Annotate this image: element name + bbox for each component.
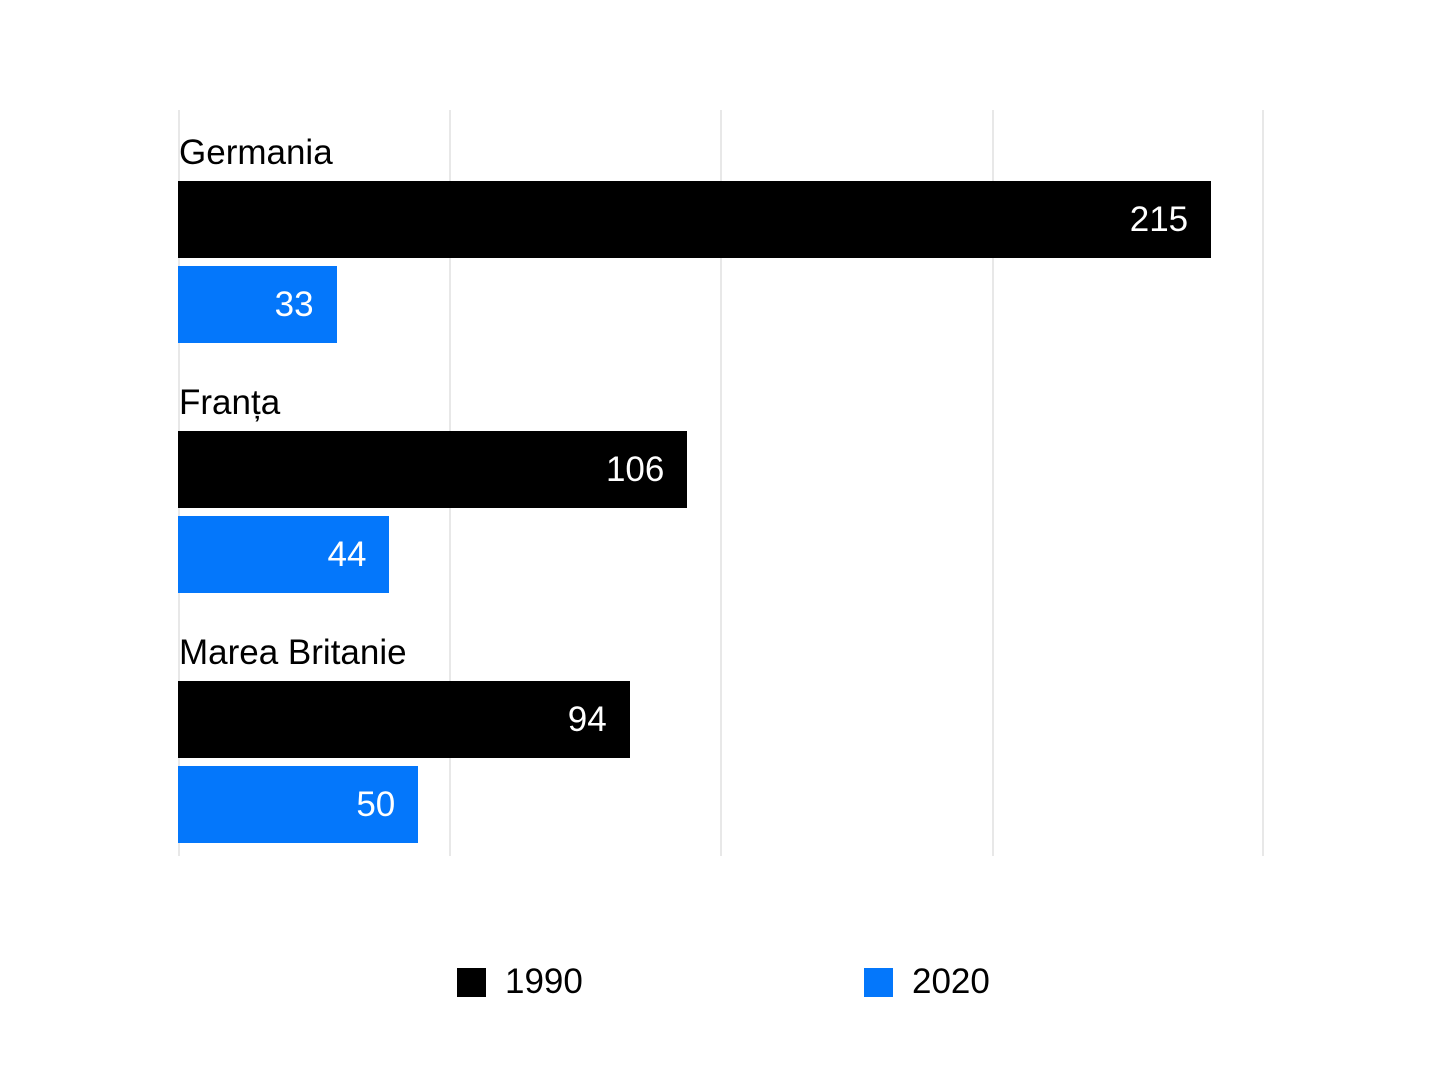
gridline — [720, 110, 722, 856]
bar-1990-franta: 106 — [178, 431, 688, 508]
bar-group-marea-britanie: Marea Britanie 94 50 — [178, 632, 1264, 882]
bar-value-label: 33 — [274, 284, 314, 324]
category-label: Franța — [179, 383, 281, 422]
bar-2020-marea-britanie: 50 — [178, 766, 419, 843]
bar-2020-franta: 44 — [178, 516, 390, 593]
legend-item-2020: 2020 — [864, 962, 990, 1002]
gridline — [991, 110, 994, 856]
legend-label: 2020 — [912, 962, 990, 1001]
bar-value-label: 44 — [327, 534, 367, 574]
category-label: Marea Britanie — [179, 633, 407, 672]
gridline — [1262, 110, 1264, 856]
bar-1990-germania: 215 — [178, 181, 1212, 258]
bar-value-label: 215 — [1129, 199, 1189, 239]
bar-1990-marea-britanie: 94 — [178, 681, 630, 758]
chart-area: Germania 215 33 Franța 106 44 Marea Brit… — [178, 110, 1264, 856]
legend-item-1990: 1990 — [457, 962, 583, 1002]
bar-2020-germania: 33 — [178, 266, 337, 343]
bar-group-germania: Germania 215 33 — [178, 132, 1264, 382]
legend-swatch-2020 — [864, 967, 893, 997]
bar-value-label: 106 — [605, 449, 665, 489]
bar-group-franta: Franța 106 44 — [178, 382, 1264, 632]
bar-value-label: 50 — [356, 784, 396, 824]
legend-swatch-1990 — [457, 967, 486, 997]
bar-value-label: 94 — [567, 699, 607, 739]
legend-label: 1990 — [505, 962, 583, 1001]
category-label: Germania — [179, 133, 333, 172]
